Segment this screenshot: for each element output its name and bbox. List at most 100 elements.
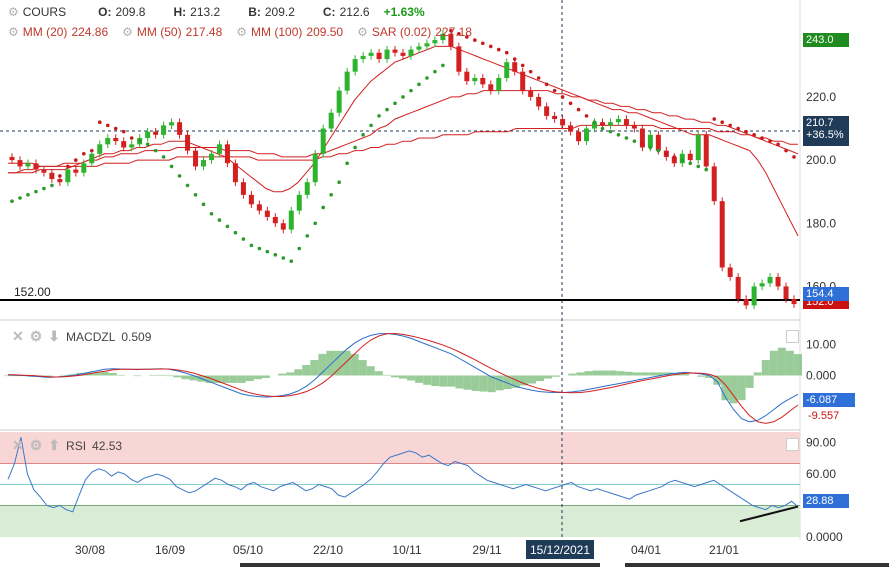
candle-body bbox=[456, 46, 462, 72]
close-icon[interactable]: ✕ bbox=[12, 437, 24, 453]
macd-histogram-bar bbox=[431, 375, 440, 386]
candle-body bbox=[280, 223, 286, 230]
x-axis-label: 10/11 bbox=[392, 543, 421, 557]
candle-body bbox=[671, 156, 677, 164]
sar-dot bbox=[696, 164, 701, 169]
candle-body bbox=[240, 182, 246, 195]
sar-dot bbox=[776, 142, 780, 147]
macd-histogram-bar bbox=[455, 375, 464, 389]
gear-icon[interactable]: ⚙ bbox=[236, 25, 248, 39]
sar-dot bbox=[345, 161, 349, 166]
rsi-last-tag: 28.88 bbox=[803, 494, 849, 508]
candle-body bbox=[33, 163, 39, 170]
candle-body bbox=[41, 169, 47, 173]
gear-icon[interactable]: ⚙ bbox=[29, 328, 43, 344]
macd-histogram-bar bbox=[245, 375, 254, 382]
sar-dot bbox=[409, 88, 413, 93]
sar-dot bbox=[129, 136, 134, 140]
macd-histogram-bar bbox=[624, 371, 633, 376]
macd-tick-label: 10.00 bbox=[806, 338, 836, 352]
candle-body bbox=[49, 172, 55, 180]
macd-histogram-bar bbox=[92, 372, 101, 376]
candle-body bbox=[599, 122, 605, 126]
sar-dot bbox=[177, 174, 182, 178]
candle-body bbox=[400, 52, 406, 56]
macd-histogram-bar bbox=[278, 373, 287, 376]
macd-histogram-bar bbox=[390, 375, 399, 378]
macd-histogram-bar bbox=[205, 375, 214, 383]
macd-histogram-bar bbox=[705, 375, 714, 378]
crosshair-price-value: 210.7 bbox=[806, 117, 834, 129]
macd-histogram-bar bbox=[495, 375, 504, 391]
macd-histogram-bar bbox=[487, 375, 496, 393]
low-label: B: bbox=[248, 5, 261, 19]
macd-signal-tag: -9.557 bbox=[808, 410, 839, 422]
arrow-up-icon[interactable]: ⬆ bbox=[48, 437, 61, 453]
gear-icon[interactable]: ⚙ bbox=[29, 437, 43, 453]
gear-icon[interactable]: ⚙ bbox=[122, 25, 133, 39]
gear-icon[interactable]: ⚙ bbox=[357, 25, 368, 39]
sar-dot bbox=[536, 76, 541, 80]
sar-info: SAR (0.02) 227.18 bbox=[372, 25, 472, 39]
sar-dot bbox=[361, 133, 365, 137]
candle-body bbox=[440, 33, 446, 41]
macd-histogram-bar bbox=[399, 375, 407, 379]
x-axis-label: 04/01 bbox=[631, 543, 661, 557]
candle-body bbox=[97, 144, 103, 154]
macd-histogram-bar bbox=[407, 375, 416, 381]
candle-body bbox=[783, 286, 789, 300]
candle-body bbox=[504, 62, 510, 78]
candle-body bbox=[264, 210, 270, 217]
candle-body bbox=[312, 153, 318, 183]
candle-body bbox=[520, 71, 526, 91]
sar-dot bbox=[417, 82, 421, 87]
candle-body bbox=[592, 122, 598, 129]
sar-dot bbox=[752, 133, 756, 137]
arrow-down-icon[interactable]: ⬇ bbox=[48, 328, 61, 344]
macd-histogram-bar bbox=[600, 370, 609, 376]
macd-histogram-bar bbox=[463, 375, 472, 390]
sar-dot bbox=[592, 120, 597, 125]
gear-icon[interactable]: ⚙ bbox=[8, 5, 19, 19]
sar-dot bbox=[50, 183, 54, 188]
macd-histogram-bar bbox=[648, 372, 657, 376]
sar-dot bbox=[321, 205, 326, 210]
x-axis-label: 15/12/2021 bbox=[530, 543, 590, 557]
macd-histogram-bar bbox=[68, 374, 77, 376]
sar-dot bbox=[728, 123, 732, 128]
macd-signal-line bbox=[7, 332, 799, 424]
gear-icon[interactable]: ⚙ bbox=[8, 25, 19, 39]
candle-body bbox=[65, 169, 71, 183]
sar-dot bbox=[632, 139, 637, 143]
sar-label: SAR (0.02) bbox=[371, 25, 432, 39]
candle-body bbox=[105, 138, 111, 145]
sar-dot bbox=[648, 145, 653, 150]
macd-histogram-bar bbox=[592, 370, 601, 376]
macd-histogram-bar bbox=[511, 375, 520, 388]
sar-dot bbox=[504, 50, 509, 55]
sar-dot bbox=[425, 76, 429, 80]
macd-checkbox[interactable] bbox=[786, 330, 799, 343]
sar-dot bbox=[560, 95, 565, 99]
candle-body bbox=[177, 122, 183, 135]
sar-dot bbox=[784, 148, 788, 153]
close-icon[interactable]: ✕ bbox=[12, 328, 24, 344]
rsi-checkbox[interactable] bbox=[786, 438, 799, 451]
candle-body bbox=[416, 46, 422, 50]
candle-body bbox=[304, 182, 310, 195]
sar-dot bbox=[712, 117, 717, 121]
macd-histogram-bar bbox=[527, 375, 536, 384]
candle-body bbox=[743, 299, 749, 306]
candle-body bbox=[552, 115, 558, 120]
macd-histogram-bar bbox=[181, 375, 190, 380]
close-info: C: 212.6 bbox=[323, 5, 370, 19]
sar-dot bbox=[680, 158, 685, 162]
sar-dot bbox=[600, 126, 605, 131]
macd-histogram-bar bbox=[100, 371, 109, 376]
sar-dot bbox=[520, 63, 525, 68]
macd-histogram-bar bbox=[471, 375, 480, 391]
macd-histogram-bar bbox=[576, 372, 585, 376]
rsi-panel-controls: ✕ ⚙ ⬆ RSI 42.53 bbox=[12, 437, 122, 454]
x-axis-label: 05/10 bbox=[233, 543, 263, 557]
